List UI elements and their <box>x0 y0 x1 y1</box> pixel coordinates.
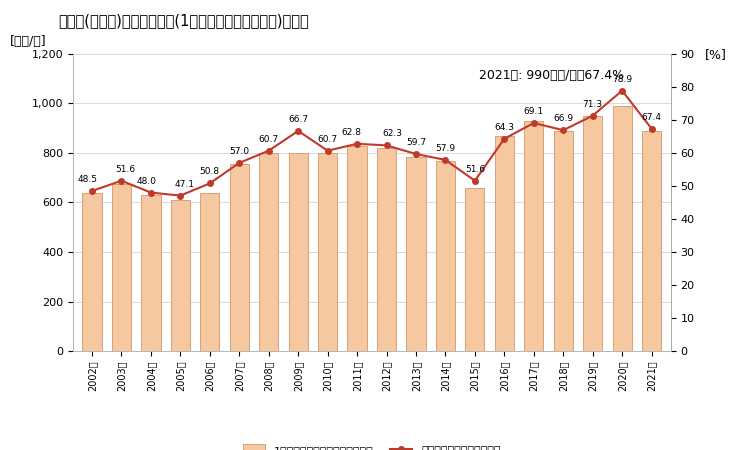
Text: 60.7: 60.7 <box>318 135 338 144</box>
Text: 78.9: 78.9 <box>612 75 632 84</box>
Bar <box>583 117 602 351</box>
Bar <box>141 195 160 351</box>
Text: 66.9: 66.9 <box>553 114 573 123</box>
Bar <box>612 106 631 351</box>
Bar <box>642 131 661 351</box>
Bar <box>348 146 367 351</box>
Text: 62.3: 62.3 <box>382 130 402 139</box>
Bar <box>465 188 485 351</box>
Bar <box>377 148 396 351</box>
Bar <box>318 153 338 351</box>
Text: 62.8: 62.8 <box>341 128 362 137</box>
Text: 59.7: 59.7 <box>406 138 426 147</box>
Text: 57.9: 57.9 <box>435 144 456 153</box>
Text: 淡路市(兵庫県)の労働生産性(1人当たり粗付加価値額)の推移: 淡路市(兵庫県)の労働生産性(1人当たり粗付加価値額)の推移 <box>58 14 309 28</box>
Bar <box>406 157 426 351</box>
Bar <box>495 136 514 351</box>
Text: 66.7: 66.7 <box>288 115 308 124</box>
Text: 47.1: 47.1 <box>174 180 195 189</box>
Text: 64.3: 64.3 <box>494 123 514 132</box>
Text: 51.6: 51.6 <box>116 165 136 174</box>
Bar <box>230 164 249 351</box>
Text: 67.4: 67.4 <box>642 112 661 122</box>
Text: 48.5: 48.5 <box>78 175 98 184</box>
Bar <box>436 161 455 351</box>
Text: 50.8: 50.8 <box>200 167 220 176</box>
Text: 60.7: 60.7 <box>259 135 278 144</box>
Bar <box>200 193 219 351</box>
Text: 71.3: 71.3 <box>582 100 603 109</box>
Bar <box>112 184 131 351</box>
Bar <box>259 153 278 351</box>
Text: 51.6: 51.6 <box>465 165 485 174</box>
Bar <box>171 200 190 351</box>
Text: 69.1: 69.1 <box>523 107 544 116</box>
Bar <box>82 193 101 351</box>
Text: 48.0: 48.0 <box>137 177 157 186</box>
Text: 57.0: 57.0 <box>229 147 249 156</box>
Y-axis label: [%]: [%] <box>704 48 727 61</box>
Bar <box>553 131 573 351</box>
Y-axis label: [万円/人]: [万円/人] <box>9 35 47 48</box>
Text: 2021年: 990万円/人，67.4%: 2021年: 990万円/人，67.4% <box>480 69 625 82</box>
Legend: 1人当たり粗付加価値額（左軸）, 対全国比（右軸）（右軸）: 1人当たり粗付加価値額（左軸）, 対全国比（右軸）（右軸） <box>238 440 505 450</box>
Bar <box>289 153 308 351</box>
Bar <box>524 122 543 351</box>
